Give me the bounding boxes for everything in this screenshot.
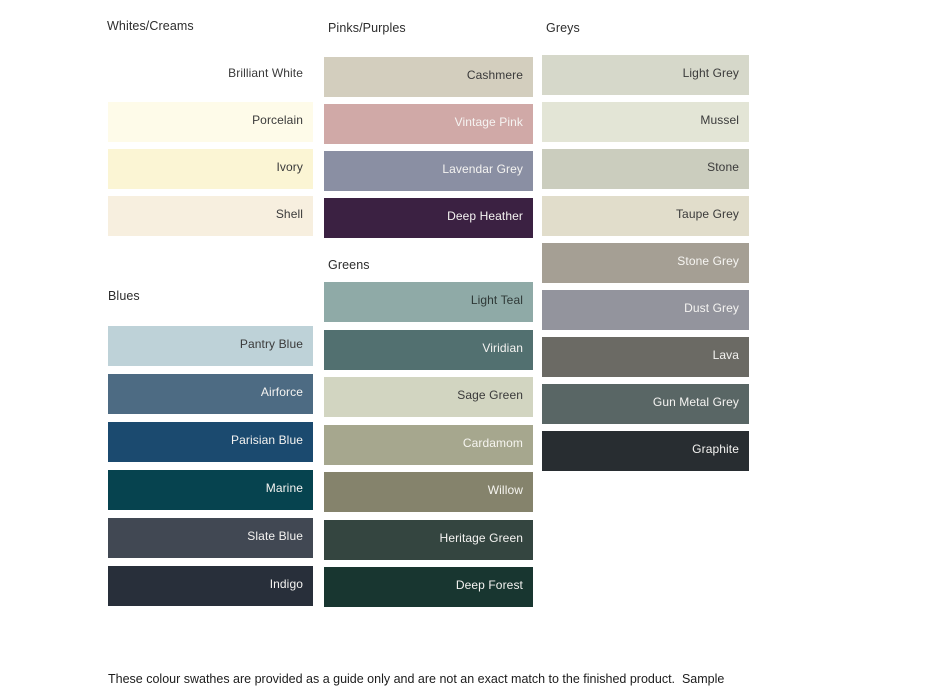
- swatch-willow: Willow: [324, 472, 533, 512]
- swatch-list: Cashmere Vintage Pink Lavendar Grey Deep…: [324, 57, 533, 238]
- swatch-label: Slate Blue: [247, 529, 303, 543]
- swatch-light-grey: Light Grey: [542, 55, 749, 95]
- swatch-label: Gun Metal Grey: [652, 395, 739, 409]
- swatch-label: Marine: [265, 481, 303, 495]
- footer-note-line1: These colour swathes are provided as a g…: [108, 672, 725, 686]
- swatch-deep-forest: Deep Forest: [324, 567, 533, 607]
- swatch-ivory: Ivory: [108, 149, 313, 189]
- footer-note: These colour swathes are provided as a g…: [108, 639, 808, 700]
- swatch-lavendar-grey: Lavendar Grey: [324, 151, 533, 191]
- swatch-list: Light Grey Mussel Stone Taupe Grey Stone…: [542, 55, 749, 471]
- swatch-brilliant-white: Brilliant White: [108, 55, 313, 95]
- swatch-sage-green: Sage Green: [324, 377, 533, 417]
- swatch-deep-heather: Deep Heather: [324, 198, 533, 238]
- swatch-label: Taupe Grey: [675, 207, 739, 221]
- swatch-taupe-grey: Taupe Grey: [542, 196, 749, 236]
- swatch-label: Vintage Pink: [454, 115, 523, 129]
- swatch-mussel: Mussel: [542, 102, 749, 142]
- swatch-label: Cardamom: [462, 435, 523, 450]
- swatch-stone-grey: Stone Grey: [542, 243, 749, 283]
- swatch-cardamom: Cardamom: [324, 424, 533, 465]
- group-greens: Greens Light Teal Viridian Sage Green Ca…: [324, 258, 533, 615]
- swatch-label: Stone: [707, 160, 739, 174]
- group-title-blues: Blues: [108, 289, 140, 303]
- swatch-graphite: Graphite: [542, 431, 749, 471]
- swatch-label: Dust Grey: [684, 301, 739, 315]
- swatch-cashmere: Cashmere: [324, 57, 533, 97]
- swatch-list: Pantry Blue Airforce Parisian Blue Marin…: [108, 326, 313, 606]
- swatch-label: Viridian: [482, 340, 523, 355]
- swatch-porcelain: Porcelain: [108, 102, 313, 142]
- group-title-greys: Greys: [546, 21, 580, 35]
- swatch-label: Parisian Blue: [230, 433, 303, 447]
- swatch-list: Brilliant White Porcelain Ivory Shell: [108, 55, 313, 236]
- swatch-pantry-blue: Pantry Blue: [108, 326, 313, 366]
- group-title-pinks-purples: Pinks/Purples: [328, 21, 406, 35]
- swatch-label: Light Grey: [682, 66, 739, 80]
- swatch-label: Mussel: [700, 113, 739, 127]
- swatch-label: Airforce: [260, 385, 303, 399]
- group-pinks-purples: Pinks/Purples Cashmere Vintage Pink Lave…: [324, 21, 533, 245]
- swatch-label: Sage Green: [457, 388, 523, 402]
- swatch-label: Indigo: [269, 577, 303, 591]
- swatch-shell: Shell: [108, 196, 313, 236]
- swatch-vintage-pink: Vintage Pink: [324, 104, 533, 144]
- swatch-airforce: Airforce: [108, 374, 313, 414]
- swatch-heritage-green: Heritage Green: [324, 519, 533, 560]
- swatch-label: Light Teal: [470, 293, 523, 307]
- swatch-label: Ivory: [276, 160, 303, 174]
- swatch-dust-grey: Dust Grey: [542, 290, 749, 330]
- swatch-label: Stone Grey: [677, 254, 739, 268]
- group-whites-creams: Whites/Creams Brilliant White Porcelain …: [107, 19, 313, 243]
- swatch-label: Shell: [275, 207, 303, 221]
- swatch-label: Heritage Green: [439, 530, 523, 545]
- swatch-stone: Stone: [542, 149, 749, 189]
- swatch-label: Lava: [712, 348, 739, 362]
- swatch-label: Lavendar Grey: [442, 162, 523, 176]
- group-greys: Greys Light Grey Mussel Stone Taupe Grey…: [542, 21, 749, 478]
- group-title-greens: Greens: [328, 258, 370, 272]
- swatch-label: Deep Forest: [455, 578, 523, 592]
- group-title-whites-creams: Whites/Creams: [107, 19, 194, 33]
- group-blues: Blues Pantry Blue Airforce Parisian Blue…: [108, 289, 313, 614]
- swatch-gun-metal-grey: Gun Metal Grey: [542, 384, 749, 424]
- swatch-indigo: Indigo: [108, 566, 313, 606]
- swatch-label: Willow: [487, 483, 523, 497]
- swatch-slate-blue: Slate Blue: [108, 518, 313, 558]
- swatch-label: Porcelain: [252, 113, 303, 127]
- swatch-label: Deep Heather: [447, 209, 523, 223]
- swatch-marine: Marine: [108, 470, 313, 510]
- swatch-label: Cashmere: [466, 68, 523, 82]
- swatch-label: Graphite: [692, 442, 739, 456]
- swatch-viridian: Viridian: [324, 329, 533, 370]
- swatch-lava: Lava: [542, 337, 749, 377]
- swatch-label: Pantry Blue: [239, 337, 303, 351]
- swatch-light-teal: Light Teal: [324, 282, 533, 322]
- swatch-label: Brilliant White: [228, 66, 303, 80]
- swatch-list: Light Teal Viridian Sage Green Cardamom …: [324, 282, 533, 607]
- swatch-parisian-blue: Parisian Blue: [108, 422, 313, 462]
